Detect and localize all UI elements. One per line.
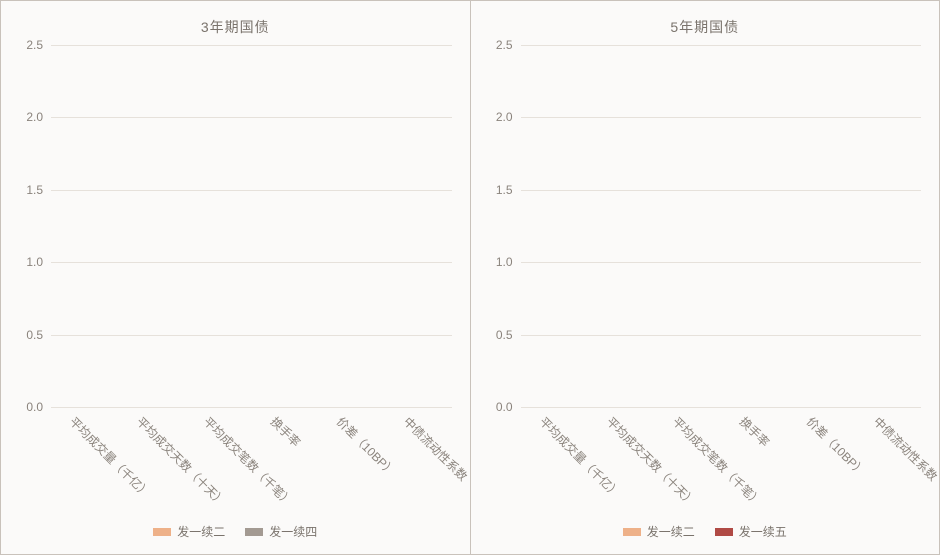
legend-label: 发一续四 (269, 523, 317, 540)
legend-swatch (715, 528, 733, 536)
panel-1: 5年期国债0.00.51.01.52.02.5平均成交量（千亿）平均成交天数（十… (471, 0, 940, 555)
x-tick-label: 换手率 (267, 413, 304, 450)
y-tick-label: 2.5 (26, 38, 43, 52)
panel-title: 5年期国债 (471, 1, 940, 45)
legend-item: 发一续五 (715, 523, 787, 540)
legend-label: 发一续五 (739, 523, 787, 540)
legend-label: 发一续二 (177, 523, 225, 540)
legend-swatch (245, 528, 263, 536)
plot-area: 0.00.51.01.52.02.5 (521, 45, 922, 407)
x-tick-label: 中债流动性系数 (870, 413, 940, 484)
x-tick-label: 中债流动性系数 (400, 413, 471, 484)
x-tick-label: 价差（10BP） (803, 413, 870, 480)
legend-swatch (153, 528, 171, 536)
y-tick-label: 0.5 (496, 328, 513, 342)
x-labels: 平均成交量（千亿）平均成交天数（十天）平均成交笔数（千笔）换手率价差（10BP）… (51, 407, 452, 517)
x-labels: 平均成交量（千亿）平均成交天数（十天）平均成交笔数（千笔）换手率价差（10BP）… (521, 407, 922, 517)
legend: 发一续二 发一续五 (471, 517, 940, 554)
x-tick-label: 价差（10BP） (333, 413, 400, 480)
y-tick-label: 2.0 (26, 110, 43, 124)
legend: 发一续二 发一续四 (1, 517, 470, 554)
legend-label: 发一续二 (647, 523, 695, 540)
legend-swatch (623, 528, 641, 536)
panel-title: 3年期国债 (1, 1, 470, 45)
bars (521, 45, 922, 407)
chart-container: 3年期国债0.00.51.01.52.02.5平均成交量（千亿）平均成交天数（十… (0, 0, 940, 555)
y-tick-label: 1.5 (26, 183, 43, 197)
legend-item: 发一续四 (245, 523, 317, 540)
y-tick-label: 2.0 (496, 110, 513, 124)
y-tick-label: 2.5 (496, 38, 513, 52)
x-tick-label: 换手率 (736, 413, 773, 450)
bars (51, 45, 452, 407)
y-tick-label: 0.5 (26, 328, 43, 342)
y-tick-label: 1.0 (26, 255, 43, 269)
y-tick-label: 0.0 (496, 400, 513, 414)
y-tick-label: 1.5 (496, 183, 513, 197)
legend-item: 发一续二 (623, 523, 695, 540)
y-tick-label: 1.0 (496, 255, 513, 269)
panel-0: 3年期国债0.00.51.01.52.02.5平均成交量（千亿）平均成交天数（十… (0, 0, 471, 555)
legend-item: 发一续二 (153, 523, 225, 540)
plot-area: 0.00.51.01.52.02.5 (51, 45, 452, 407)
y-tick-label: 0.0 (26, 400, 43, 414)
